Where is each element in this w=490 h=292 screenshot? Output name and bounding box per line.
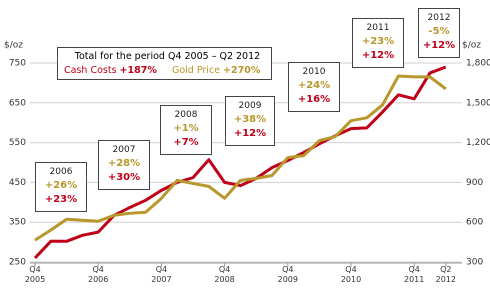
- annotation-gold: +1%: [173, 123, 199, 134]
- annotation-year: 2012: [427, 13, 451, 23]
- annotation-cash: +12%: [422, 40, 456, 51]
- y-axis-label: $/oz: [4, 41, 23, 51]
- legend: Total for the period Q4 2005 – Q2 2012 C…: [57, 47, 272, 80]
- annotation-gold: +26%: [44, 180, 78, 191]
- y2-tick-label: 1,800: [466, 59, 490, 69]
- y-tick-label: 250: [9, 258, 26, 268]
- annotation-gold: +24%: [297, 80, 331, 91]
- annotation-year: 2010: [302, 67, 326, 77]
- legend-title: Total for the period Q4 2005 – Q2 2012: [74, 51, 261, 62]
- x-tick-label: Q4 2011: [404, 265, 425, 284]
- y-tick-label: 450: [9, 178, 26, 188]
- x-tick-label: Q2 2012: [435, 265, 456, 284]
- annotation-box: 2010 +24% +16%: [288, 62, 340, 112]
- annotation-cash: +30%: [107, 172, 141, 183]
- annotation-box: 2008 +1% +7%: [160, 105, 212, 155]
- annotation-gold: +23%: [361, 36, 395, 47]
- y-tick-label: 350: [9, 218, 26, 228]
- annotation-year: 2011: [366, 23, 390, 33]
- annotation-gold: +28%: [107, 158, 141, 169]
- y-tick-label: 750: [9, 59, 26, 69]
- annotation-box: 2011 +23% +12%: [352, 18, 404, 68]
- annotation-year: 2007: [112, 145, 136, 155]
- annotation-box: 2012 -5% +12%: [418, 8, 460, 58]
- annotation-year: 2009: [238, 101, 262, 111]
- y2-axis-label: $/oz: [462, 41, 481, 51]
- annotation-box: 2009 +38% +12%: [225, 96, 275, 146]
- x-tick-label: Q4 2010: [340, 265, 362, 284]
- x-tick-label: Q4 2007: [151, 265, 172, 284]
- legend-total: +270%: [223, 65, 261, 76]
- y2-tick-label: 1,200: [466, 138, 490, 148]
- x-tick-label: Q4 2006: [88, 265, 109, 284]
- annotation-gold: +38%: [233, 114, 267, 125]
- annotation-cash: +7%: [173, 137, 199, 148]
- legend-items: Cash Costs +187% Gold Price +270%: [64, 64, 271, 78]
- annotation-year: 2008: [174, 110, 198, 120]
- y2-tick-label: 900: [466, 178, 483, 188]
- x-tick-label: Q4 2008: [214, 265, 235, 284]
- y-tick-label: 650: [9, 98, 26, 108]
- annotation-cash: +12%: [233, 128, 267, 139]
- legend-total: +187%: [119, 65, 157, 76]
- legend-label: Cash Costs: [64, 65, 117, 76]
- series-line: [34, 74, 447, 242]
- annotation-gold: -5%: [428, 26, 450, 37]
- x-tick-label: Q4 2009: [277, 265, 298, 284]
- annotation-year: 2006: [49, 167, 73, 177]
- annotation-box: 2006 +26% +23%: [35, 162, 87, 212]
- series-line: [33, 65, 447, 260]
- y2-tick-label: 1,500: [466, 98, 490, 108]
- x-tick-label: Q4 2005: [24, 265, 46, 284]
- annotation-box: 2007 +28% +30%: [98, 140, 150, 190]
- annotation-cash: +16%: [297, 94, 331, 105]
- y2-tick-label: 600: [466, 218, 483, 228]
- y-tick-label: 550: [9, 138, 26, 148]
- legend-label: Gold Price: [171, 65, 221, 76]
- annotation-cash: +12%: [361, 50, 395, 61]
- annotation-cash: +23%: [44, 194, 78, 205]
- y2-tick-label: 300: [466, 258, 483, 268]
